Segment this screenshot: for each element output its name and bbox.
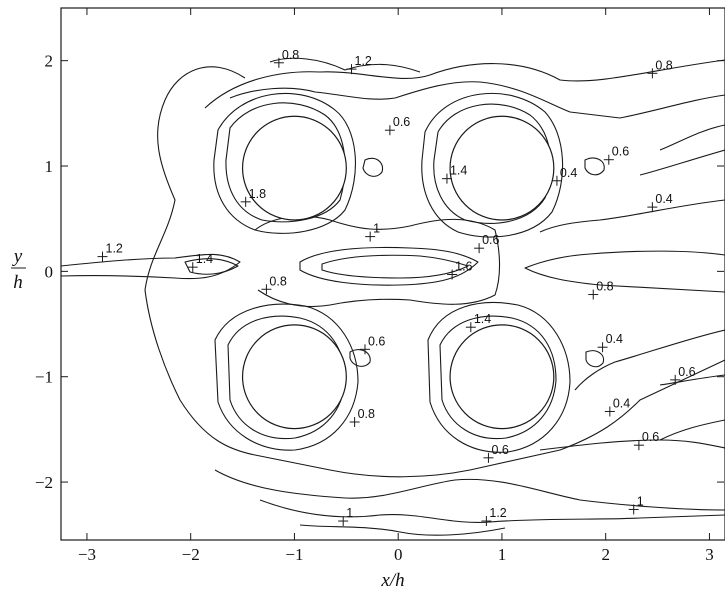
x-ticks: −3 −2 −1 0 1 2 3 <box>78 8 714 564</box>
contour-island-4 <box>585 350 605 368</box>
cylinder-bottom-right <box>449 324 555 430</box>
contour-label: 0.4 <box>606 332 623 346</box>
contour-center-channel-inner <box>321 254 469 279</box>
contour-label: 0.6 <box>612 145 629 159</box>
contour-center-outer <box>254 215 501 308</box>
contour-label: 0.6 <box>482 233 499 247</box>
contour-label: 0.8 <box>596 280 613 294</box>
contour-upper-band-2 <box>229 81 725 119</box>
contour-label: 1.4 <box>450 164 467 178</box>
contour-left-inflow <box>61 253 241 280</box>
contour-upper-band <box>204 59 725 109</box>
contour-label: 0.6 <box>393 115 410 129</box>
contour-outer-envelope <box>144 66 725 478</box>
x-axis-label: x/h <box>380 570 404 591</box>
cylinder-top-right <box>449 115 555 221</box>
contour-label: 1 <box>637 494 644 508</box>
contour-label: 1 <box>373 222 380 236</box>
y-tick-label: −2 <box>35 473 53 492</box>
y-ticks: −2 −1 0 1 2 <box>35 52 724 492</box>
y-tick-label: −1 <box>35 368 53 387</box>
contour-label: 0.8 <box>655 58 672 72</box>
y-tick-label: 1 <box>45 157 54 176</box>
contour-markers <box>97 57 681 527</box>
contour-label: 1.2 <box>355 54 372 68</box>
contour-labels: 0.8 1.2 0.6 1.8 1 1.2 1.4 0.8 1.4 0.6 1.6 0.6 0.4 0.8… <box>106 48 696 520</box>
y-tick-label: 2 <box>45 52 54 71</box>
contour-island-3 <box>349 349 371 367</box>
x-tick-label: 3 <box>705 545 714 564</box>
contour-top-band <box>269 57 421 73</box>
contour-island-1 <box>362 157 384 177</box>
contour-left-inflow-inner <box>184 258 239 275</box>
contour-label: 0.6 <box>491 443 508 457</box>
contour-lower-band-2 <box>259 499 725 523</box>
contour-island-2 <box>584 157 605 176</box>
contour-label: 0.8 <box>282 48 299 62</box>
x-tick-label: 0 <box>394 545 403 564</box>
contour-label: 0.6 <box>678 365 695 379</box>
contour-label: 1.8 <box>249 187 266 201</box>
contour-label: 1.4 <box>196 252 213 266</box>
contour-label: 0.8 <box>358 407 375 421</box>
contour-label: 1.2 <box>106 242 123 256</box>
contour-label: 1.6 <box>455 260 472 274</box>
contour-ring-top-left-2 <box>213 92 356 234</box>
contour-ring-top-right-2 <box>421 92 564 238</box>
contour-ring-bottom-right-1 <box>439 315 557 440</box>
contour-label: 0.6 <box>642 430 659 444</box>
contour-wake-bottom <box>539 439 725 451</box>
x-tick-label: −3 <box>78 545 96 564</box>
y-axis-label-numerator: y <box>12 246 23 267</box>
cylinder-bottom-left <box>241 324 347 430</box>
contour-lower-band <box>214 469 725 511</box>
contour-center-channel <box>299 246 479 286</box>
x-tick-label: 2 <box>601 545 610 564</box>
contour-wake-lower-2 <box>659 374 725 441</box>
cylinders <box>241 115 555 430</box>
contour-wake-upper <box>539 199 725 233</box>
contour-wake-lower <box>574 329 725 391</box>
y-tick-label: 0 <box>45 262 54 281</box>
contour-bottom-band <box>299 524 506 536</box>
contour-label: 0.8 <box>269 274 286 288</box>
cylinder-top-left <box>241 115 347 221</box>
y-axis-label-denominator: h <box>13 272 23 293</box>
contour-label: 1 <box>346 506 353 520</box>
contour-label: 0.4 <box>560 166 577 180</box>
contour-ring-bottom-right-2 <box>427 302 571 453</box>
contour-label: 0.4 <box>613 396 630 410</box>
plot-frame <box>60 7 725 541</box>
x-tick-label: −2 <box>182 545 200 564</box>
x-tick-label: −1 <box>285 545 303 564</box>
contour-wake-center <box>524 250 725 293</box>
y-axis-label: y h <box>11 246 26 293</box>
contour-ring-bottom-left-2 <box>214 303 359 451</box>
contour-ring-top-left-1 <box>225 102 346 223</box>
contour-label: 1.4 <box>474 312 491 326</box>
contour-label: 1.2 <box>489 506 506 520</box>
x-tick-label: 1 <box>498 545 507 564</box>
contour-wake-upper-2 <box>639 124 725 176</box>
contour-label: 0.4 <box>655 192 672 206</box>
contour-label: 0.6 <box>368 334 385 348</box>
